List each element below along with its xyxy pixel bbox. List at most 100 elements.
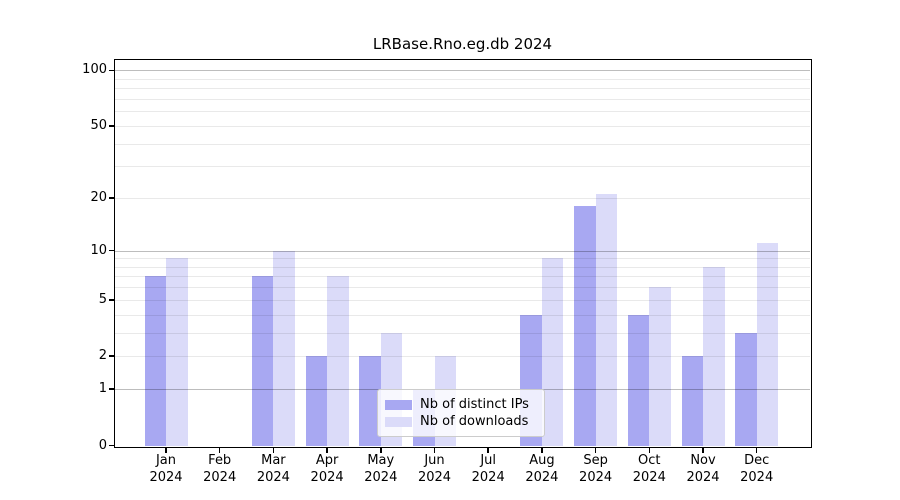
y-tick-1 xyxy=(108,388,114,390)
x-tick-year-jun: 2024 xyxy=(417,470,452,485)
gridline-minor-5 xyxy=(115,299,810,301)
x-tick-month-jan: Jan xyxy=(155,453,177,468)
x-tick-jun xyxy=(433,447,436,453)
bar-downloads-mar xyxy=(273,250,295,446)
x-tick-jan xyxy=(165,447,167,453)
legend-item-downloads: Nb of downloads xyxy=(385,413,536,430)
x-tick-year-aug: 2024 xyxy=(525,470,559,485)
x-tick-month-jun: Jun xyxy=(424,453,445,468)
gridline-minor-4 xyxy=(115,314,810,316)
bar-downloads-oct xyxy=(649,287,671,446)
x-tick-year-nov: 2024 xyxy=(686,470,720,485)
y-tick-label-20: 20 xyxy=(90,189,107,205)
bar-downloads-aug xyxy=(541,258,564,446)
y-tick-label-100: 100 xyxy=(82,62,107,78)
bar-downloads-nov xyxy=(703,266,725,446)
y-tick-0 xyxy=(108,444,114,447)
bar-distinct-ips-jan xyxy=(144,276,166,446)
gridline-major-100 xyxy=(115,70,810,72)
gridline-minor-50 xyxy=(115,125,810,127)
legend-swatch-downloads xyxy=(385,416,412,427)
x-tick-aug xyxy=(541,447,543,453)
gridline-minor-3 xyxy=(115,332,810,334)
x-tick-oct xyxy=(648,447,651,453)
gridline-minor-6 xyxy=(115,287,810,289)
bar-downloads-apr xyxy=(327,276,349,446)
bar-downloads-jan xyxy=(166,258,188,446)
x-tick-month-nov: Nov xyxy=(690,453,716,468)
legend-item-distinct-ips: Nb of distinct IPs xyxy=(385,396,536,413)
gridline-minor-7 xyxy=(115,276,810,278)
x-tick-label-feb: Feb 2024 xyxy=(190,452,250,486)
x-tick-year-sep: 2024 xyxy=(579,470,613,485)
x-tick-feb xyxy=(218,447,221,453)
gridline-minor-2 xyxy=(115,356,810,358)
x-tick-jul xyxy=(487,447,489,453)
bar-distinct-ips-apr xyxy=(305,356,328,446)
gridline-major-10 xyxy=(115,250,810,252)
gridline-minor-8 xyxy=(115,266,810,268)
y-tick-label-50: 50 xyxy=(90,117,107,133)
bar-distinct-ips-dec xyxy=(735,332,757,446)
x-tick-label-oct: Oct 2024 xyxy=(619,452,679,486)
x-tick-nov xyxy=(702,447,704,453)
x-tick-month-apr: Apr xyxy=(315,453,339,468)
legend-label-distinct-ips: Nb of distinct IPs xyxy=(420,397,529,412)
y-tick-label-10: 10 xyxy=(90,242,107,258)
x-tick-may xyxy=(380,447,382,453)
x-tick-label-sep: Sep 2024 xyxy=(566,452,626,486)
x-tick-month-oct: Oct xyxy=(638,453,661,468)
x-tick-month-mar: Mar xyxy=(261,453,286,468)
x-tick-month-may: May xyxy=(367,453,395,468)
gridline-minor-9 xyxy=(115,258,810,260)
bar-downloads-sep xyxy=(595,194,618,446)
gridline-minor-30 xyxy=(115,166,810,168)
x-tick-month-sep: Sep xyxy=(583,453,608,468)
x-tick-month-jul: Jul xyxy=(480,453,497,468)
y-tick-label-0: 0 xyxy=(98,437,107,453)
x-tick-year-oct: 2024 xyxy=(632,470,666,485)
x-tick-sep xyxy=(594,447,597,453)
x-tick-label-nov: Nov 2024 xyxy=(673,452,733,486)
legend: Nb of distinct IPs Nb of downloads xyxy=(377,389,545,437)
bar-distinct-ips-mar xyxy=(251,276,274,446)
x-tick-label-dec: Dec 2024 xyxy=(727,452,787,486)
x-tick-year-may: 2024 xyxy=(364,470,398,485)
gridline-minor-70 xyxy=(115,98,810,100)
y-tick-label-5: 5 xyxy=(98,291,107,307)
bar-downloads-dec xyxy=(756,243,779,446)
x-tick-label-apr: Apr 2024 xyxy=(297,452,357,486)
y-tick-100 xyxy=(108,69,114,72)
x-tick-year-jan: 2024 xyxy=(149,470,183,485)
x-tick-label-aug: Aug 2024 xyxy=(512,452,572,486)
x-tick-year-jul: 2024 xyxy=(471,470,505,485)
y-tick-10 xyxy=(108,249,114,252)
legend-swatch-distinct-ips xyxy=(385,399,412,410)
x-tick-label-mar: Mar 2024 xyxy=(243,452,303,486)
x-tick-label-jul: Jul 2024 xyxy=(458,452,518,486)
x-tick-month-feb: Feb xyxy=(208,453,232,468)
gridline-minor-90 xyxy=(115,78,810,80)
x-tick-label-jan: Jan 2024 xyxy=(136,452,196,486)
bar-distinct-ips-nov xyxy=(681,356,703,446)
bar-distinct-ips-may xyxy=(359,356,381,446)
x-tick-mar xyxy=(272,447,275,453)
gridline-minor-80 xyxy=(115,88,810,90)
x-tick-dec xyxy=(755,447,758,453)
y-tick-50 xyxy=(108,125,114,127)
x-tick-year-apr: 2024 xyxy=(310,470,344,485)
gridline-minor-40 xyxy=(115,143,810,145)
y-tick-label-2: 2 xyxy=(98,348,107,364)
gridline-minor-60 xyxy=(115,111,810,113)
x-tick-year-mar: 2024 xyxy=(256,470,290,485)
y-tick-2 xyxy=(108,355,114,357)
x-tick-label-jun: Jun 2024 xyxy=(405,452,465,486)
x-tick-month-aug: Aug xyxy=(529,453,555,468)
x-tick-year-dec: 2024 xyxy=(740,470,774,485)
bar-distinct-ips-sep xyxy=(574,206,596,446)
x-tick-label-may: May 2024 xyxy=(351,452,411,486)
gridline-minor-20 xyxy=(115,197,810,199)
y-tick-label-1: 1 xyxy=(98,381,107,397)
y-tick-20 xyxy=(108,197,114,199)
